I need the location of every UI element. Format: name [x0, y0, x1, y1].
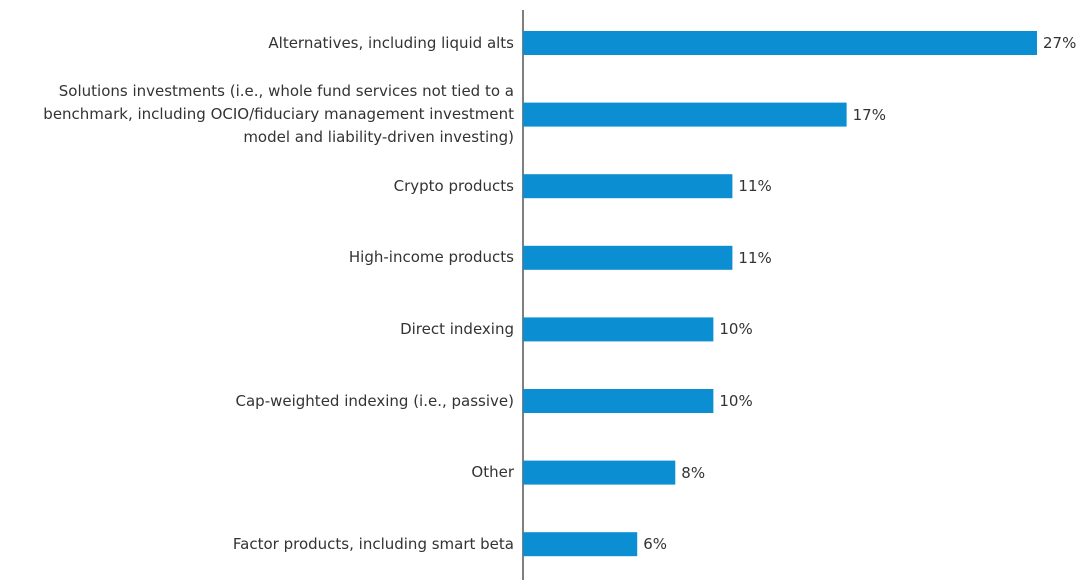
- bar: [523, 460, 676, 485]
- value-label: 10%: [719, 320, 753, 339]
- bar: [523, 317, 714, 342]
- value-label: 11%: [738, 248, 772, 267]
- category-label: Direct indexing: [400, 319, 514, 338]
- value-label: 6%: [643, 535, 668, 554]
- bar: [523, 102, 847, 127]
- value-label: 17%: [852, 105, 886, 124]
- category-label: Other: [471, 463, 514, 482]
- value-label: 27%: [1043, 34, 1077, 52]
- bar: [523, 174, 733, 199]
- category-label: Solutions investments (i.e., whole fund …: [43, 82, 514, 147]
- value-label: 11%: [738, 177, 772, 196]
- value-label: 10%: [719, 392, 753, 410]
- category-label: Factor products, including smart beta: [232, 534, 514, 553]
- value-label: 8%: [681, 463, 706, 482]
- category-label: High-income products: [348, 248, 514, 267]
- category-label: Alternatives, including liquid alts: [268, 33, 514, 52]
- bar: [523, 31, 1037, 55]
- category-label: Cap-weighted indexing (i.e., passive): [235, 391, 514, 410]
- category-label: Crypto products: [393, 176, 514, 195]
- bar: [523, 245, 733, 270]
- bar: [523, 389, 714, 413]
- bar: [523, 532, 638, 557]
